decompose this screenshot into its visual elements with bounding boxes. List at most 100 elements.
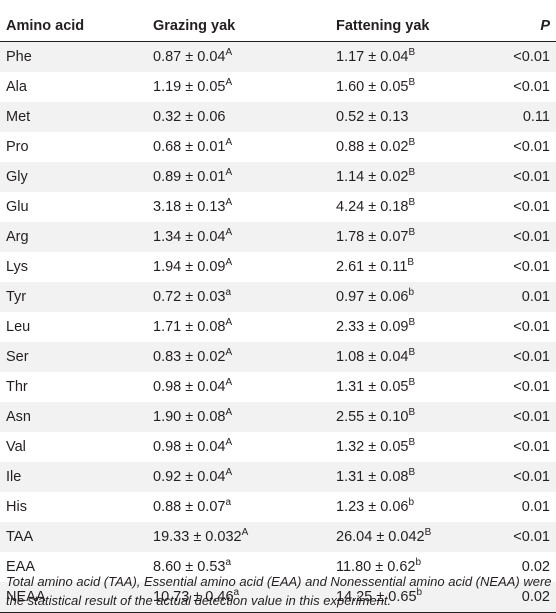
header-grazing-yak: Grazing yak <box>153 10 336 42</box>
cell-grazing-yak-superscript: A <box>225 467 233 478</box>
cell-p-value-value: <0.01 <box>513 49 550 65</box>
cell-amino-acid: His <box>0 492 153 522</box>
table-row: Arg 1.34 ± 0.04A 1.78 ± 0.07B <0.01 <box>0 222 556 252</box>
cell-amino-acid-value: Lys <box>6 259 29 275</box>
cell-p-value: <0.01 <box>488 162 556 192</box>
table-body: Phe 0.87 ± 0.04A 1.17 ± 0.04B <0.01 Ala 1.19 … <box>0 41 556 613</box>
cell-amino-acid: TAA <box>0 522 153 552</box>
table-row: EAA 8.60 ± 0.53a 11.80 ± 0.62b 0.02 <box>0 552 556 582</box>
cell-grazing-yak-superscript: a <box>225 497 232 508</box>
cell-fattening-yak: 2.33 ± 0.09B <box>336 312 488 342</box>
table-row: Pro 0.68 ± 0.01A 0.88 ± 0.02B <0.01 <box>0 132 556 162</box>
cell-fattening-yak-value: 0.52 ± 0.13 <box>336 109 409 125</box>
cell-grazing-yak-superscript: A <box>225 167 233 178</box>
cell-p-value: <0.01 <box>488 342 556 372</box>
cell-fattening-yak-superscript: B <box>408 167 416 178</box>
cell-amino-acid: Lys <box>0 252 153 282</box>
cell-fattening-yak: 4.24 ± 0.18B <box>336 192 488 222</box>
header-amino-acid: Amino acid <box>0 10 153 42</box>
header-p-value: P <box>488 10 556 42</box>
cell-fattening-yak-value: 14.25 ± 0.65 <box>336 589 417 605</box>
cell-amino-acid-value: Met <box>6 109 31 125</box>
cell-amino-acid: Ser <box>0 342 153 372</box>
cell-fattening-yak: 2.61 ± 0.11B <box>336 252 488 282</box>
table-row: Asn 1.90 ± 0.08A 2.55 ± 0.10B <0.01 <box>0 402 556 432</box>
cell-grazing-yak-value: 19.33 ± 0.032 <box>153 529 242 545</box>
cell-grazing-yak-superscript: A <box>225 47 233 58</box>
cell-p-value-value: 0.02 <box>521 559 550 575</box>
cell-fattening-yak-value: 1.14 ± 0.02 <box>336 169 409 185</box>
cell-grazing-yak: 0.72 ± 0.03a <box>153 282 336 312</box>
table-row: Ser 0.83 ± 0.02A 1.08 ± 0.04B <0.01 <box>0 342 556 372</box>
cell-grazing-yak-value: 0.98 ± 0.04 <box>153 439 226 455</box>
cell-fattening-yak-value: 2.61 ± 0.11 <box>336 259 408 275</box>
cell-amino-acid: Ala <box>0 72 153 102</box>
cell-grazing-yak: 0.98 ± 0.04A <box>153 372 336 402</box>
cell-fattening-yak: 1.78 ± 0.07B <box>336 222 488 252</box>
cell-fattening-yak-superscript: b <box>415 557 422 568</box>
cell-amino-acid: Val <box>0 432 153 462</box>
cell-fattening-yak-superscript: B <box>408 407 416 418</box>
cell-grazing-yak-superscript: A <box>225 407 233 418</box>
cell-amino-acid-value: His <box>6 499 27 515</box>
cell-amino-acid: Phe <box>0 41 153 72</box>
cell-amino-acid-value: Pro <box>6 139 29 155</box>
cell-p-value-value: <0.01 <box>513 169 550 185</box>
cell-fattening-yak: 1.31 ± 0.05B <box>336 372 488 402</box>
cell-p-value: <0.01 <box>488 222 556 252</box>
cell-fattening-yak-superscript: B <box>408 437 416 448</box>
cell-amino-acid-value: Val <box>6 439 26 455</box>
cell-p-value: <0.01 <box>488 462 556 492</box>
cell-amino-acid: Thr <box>0 372 153 402</box>
cell-p-value-value: <0.01 <box>513 379 550 395</box>
cell-grazing-yak-superscript: A <box>225 137 233 148</box>
table-row: Phe 0.87 ± 0.04A 1.17 ± 0.04B <0.01 <box>0 41 556 72</box>
cell-fattening-yak: 26.04 ± 0.042B <box>336 522 488 552</box>
cell-amino-acid-value: Glu <box>6 199 29 215</box>
table-row: Tyr 0.72 ± 0.03a 0.97 ± 0.06b 0.01 <box>0 282 556 312</box>
cell-grazing-yak-superscript: A <box>225 77 233 88</box>
cell-grazing-yak: 1.94 ± 0.09A <box>153 252 336 282</box>
cell-amino-acid: Glu <box>0 192 153 222</box>
cell-grazing-yak-value: 0.92 ± 0.04 <box>153 469 226 485</box>
cell-p-value: 0.11 <box>488 102 556 132</box>
cell-amino-acid-value: Ala <box>6 79 27 95</box>
cell-fattening-yak: 1.08 ± 0.04B <box>336 342 488 372</box>
cell-fattening-yak-value: 1.60 ± 0.05 <box>336 79 409 95</box>
cell-grazing-yak-value: 1.34 ± 0.04 <box>153 229 226 245</box>
cell-p-value-value: <0.01 <box>513 79 550 95</box>
cell-amino-acid: Gly <box>0 162 153 192</box>
cell-fattening-yak: 1.31 ± 0.08B <box>336 462 488 492</box>
cell-grazing-yak-value: 0.72 ± 0.03 <box>153 289 226 305</box>
cell-amino-acid: Ile <box>0 462 153 492</box>
cell-p-value: <0.01 <box>488 522 556 552</box>
cell-grazing-yak-value: 8.60 ± 0.53 <box>153 559 226 575</box>
cell-grazing-yak-value: 0.87 ± 0.04 <box>153 49 226 65</box>
cell-fattening-yak-superscript: b <box>416 587 423 598</box>
cell-fattening-yak-value: 11.80 ± 0.62 <box>336 559 416 575</box>
cell-grazing-yak-value: 0.88 ± 0.07 <box>153 499 226 515</box>
cell-amino-acid: EAA <box>0 552 153 582</box>
cell-fattening-yak-value: 1.23 ± 0.06 <box>336 499 409 515</box>
cell-p-value-value: 0.02 <box>521 589 550 605</box>
cell-p-value-value: 0.01 <box>521 499 550 515</box>
cell-amino-acid-value: Gly <box>6 169 28 185</box>
table-row: Leu 1.71 ± 0.08A 2.33 ± 0.09B <0.01 <box>0 312 556 342</box>
cell-grazing-yak-value: 1.90 ± 0.08 <box>153 409 226 425</box>
cell-grazing-yak: 1.90 ± 0.08A <box>153 402 336 432</box>
cell-amino-acid: Leu <box>0 312 153 342</box>
cell-grazing-yak-value: 10.73 ± 0.46 <box>153 589 234 605</box>
cell-fattening-yak-value: 0.88 ± 0.02 <box>336 139 409 155</box>
table-row: Thr 0.98 ± 0.04A 1.31 ± 0.05B <0.01 <box>0 372 556 402</box>
cell-grazing-yak: 0.89 ± 0.01A <box>153 162 336 192</box>
cell-grazing-yak-value: 1.71 ± 0.08 <box>153 319 226 335</box>
cell-grazing-yak: 0.88 ± 0.07a <box>153 492 336 522</box>
cell-fattening-yak-superscript: B <box>408 77 416 88</box>
cell-grazing-yak-superscript: A <box>225 377 233 388</box>
cell-grazing-yak-superscript: a <box>225 557 232 568</box>
cell-amino-acid-value: Asn <box>6 409 31 425</box>
cell-amino-acid-value: Ile <box>6 469 22 485</box>
cell-grazing-yak-superscript: A <box>225 347 233 358</box>
cell-fattening-yak-value: 1.78 ± 0.07 <box>336 229 409 245</box>
